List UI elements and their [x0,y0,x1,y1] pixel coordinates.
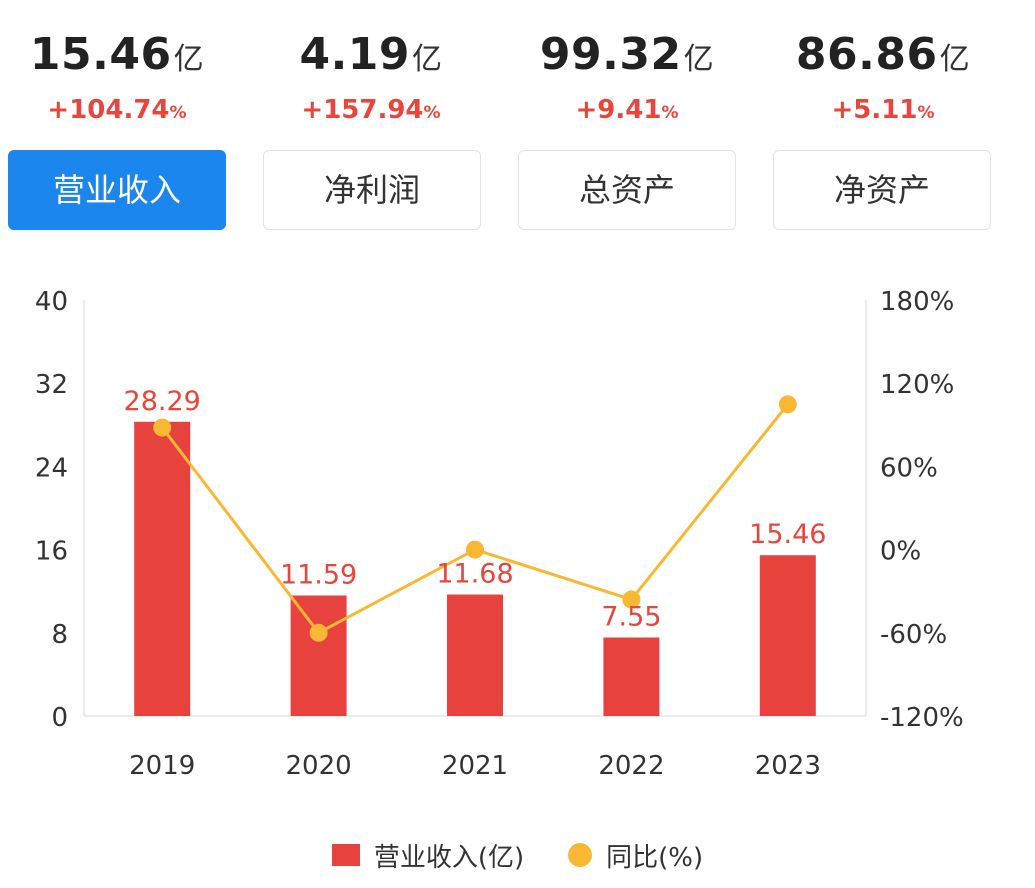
metric-total-assets: 99.32亿 +9.41% [502,20,752,130]
yoy-point-2019 [153,418,172,437]
metric-change: +157.94 [301,95,424,125]
metric-value: 86.86 [795,29,938,80]
bar-data-label: 11.68 [436,559,513,590]
bar-data-label: 7.55 [601,601,661,632]
yoy-point-2020 [309,623,328,642]
metric-unit: 亿 [173,42,205,77]
x-tick-label: 2022 [598,751,664,781]
y-left-tick-label: 32 [35,370,68,400]
metrics-row: 15.46亿 +104.74% 4.19亿 +157.94% 99.32亿 +9… [0,0,1035,240]
x-tick-label: 2021 [442,751,508,781]
bar-2019 [134,421,191,716]
tab-total-assets[interactable]: 总资产 [518,150,736,230]
metric-change: +9.41 [575,95,662,125]
yoy-point-2021 [466,540,484,559]
y-left-tick-label: 0 [51,703,68,733]
metric-value: 99.32 [539,29,682,80]
metric-unit: 亿 [683,42,715,77]
metric-change-unit: % [169,103,187,123]
metric-change-unit: % [661,103,679,123]
metric-net-profit: 4.19亿 +157.94% [246,20,496,130]
x-tick-label: 2020 [286,751,352,781]
metric-value: 15.46 [29,29,172,80]
chart-legend: 营业收入(亿) 同比(%) [0,830,1035,880]
bar-2022 [603,637,660,716]
y-right-tick-label: 0% [880,537,921,567]
legend-bar-swatch [331,844,360,866]
bar-data-label: 15.46 [749,519,826,550]
yoy-point-2023 [778,395,797,414]
x-tick-label: 2019 [129,751,195,781]
x-tick-label: 2023 [755,751,821,781]
tab-net-assets[interactable]: 净资产 [773,150,991,230]
tab-net-profit[interactable]: 净利润 [263,150,481,230]
y-right-tick-label: 60% [880,453,938,483]
metric-change: +5.11 [831,95,918,125]
revenue-chart: 0 8 16 24 32 40 -120% -60% 0% 60% 120% 180% 2019 2020… [35,287,964,781]
y-left-tick-label: 40 [35,287,68,317]
bar-2023 [759,555,816,716]
metric-value: 4.19 [299,29,411,80]
metric-change-unit: % [917,103,935,123]
metric-revenue: 15.46亿 +104.74% [0,20,242,130]
metric-unit: 亿 [412,42,443,77]
y-right-tick-label: -120% [880,703,964,733]
y-left-tick-label: 24 [35,453,68,483]
bar-data-label: 28.29 [124,386,201,417]
metric-change: +104.74 [47,95,170,125]
metric-net-assets: 86.86亿 +5.11% [758,20,1008,130]
y-left-tick-label: 16 [35,537,68,567]
y-right-tick-label: 120% [880,370,954,400]
y-right-tick-label: 180% [880,287,954,317]
metric-unit: 亿 [939,42,971,77]
bar-data-label: 11.59 [280,559,357,590]
legend-item-revenue[interactable]: 营业收入(亿) [331,837,525,874]
y-left-tick-label: 8 [51,620,68,650]
tab-revenue[interactable]: 营业收入 [8,150,226,230]
metric-change-unit: % [423,103,441,123]
legend-label-yoy: 同比(%) [606,842,704,873]
y-right-tick-label: -60% [880,620,947,650]
legend-label-revenue: 营业收入(亿) [373,842,525,873]
yoy-point-2022 [622,590,641,609]
bar-2021 [447,594,503,716]
legend-dot-swatch [568,843,593,867]
legend-item-yoy[interactable]: 同比(%) [568,837,703,874]
bar-2020 [290,595,347,716]
